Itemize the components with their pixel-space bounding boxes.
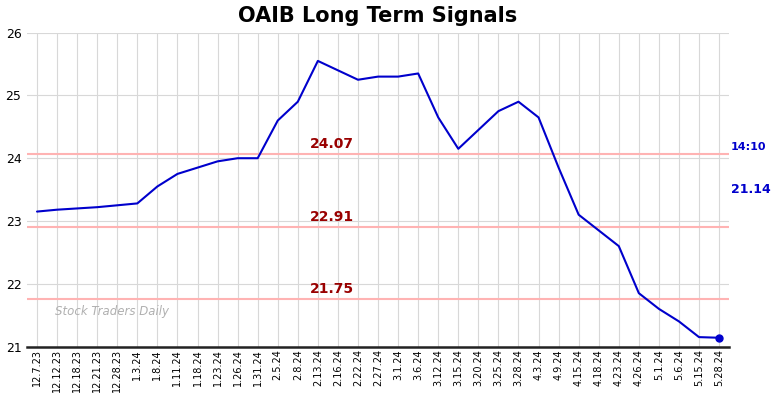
Text: Stock Traders Daily: Stock Traders Daily xyxy=(55,305,169,318)
Text: 14:10: 14:10 xyxy=(731,142,766,152)
Text: 24.07: 24.07 xyxy=(310,137,354,151)
Text: 21.14: 21.14 xyxy=(731,183,770,196)
Text: 22.91: 22.91 xyxy=(310,209,354,224)
Title: OAIB Long Term Signals: OAIB Long Term Signals xyxy=(238,6,517,25)
Text: 21.75: 21.75 xyxy=(310,282,354,297)
